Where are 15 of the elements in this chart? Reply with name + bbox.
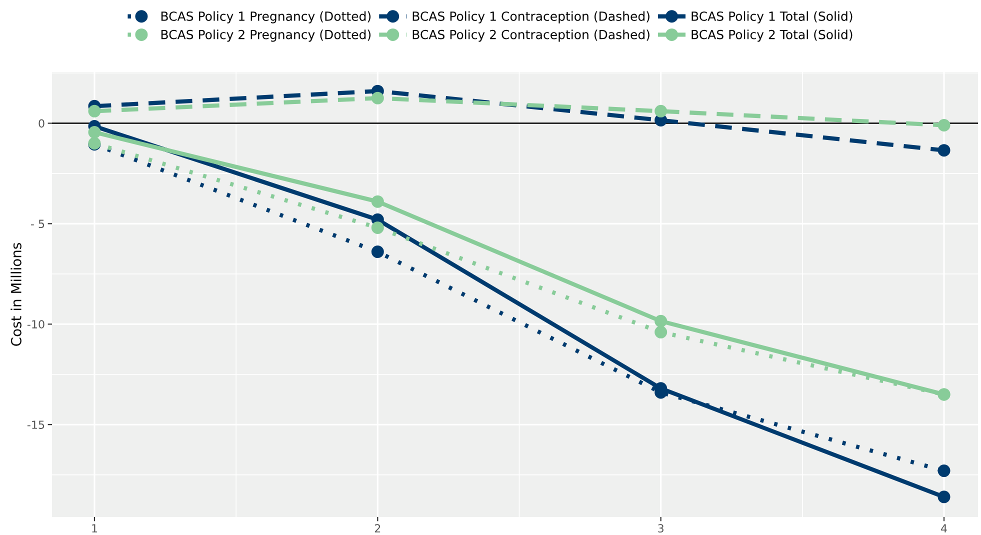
y-tick-label: 0 bbox=[38, 119, 44, 128]
legend-label: BCAS Policy 2 Contraception (Dashed) bbox=[412, 30, 650, 42]
x-tick-label: 4 bbox=[941, 524, 947, 532]
legend-label: BCAS Policy 2 Pregnancy (Dotted) bbox=[161, 30, 371, 42]
x-tick-label: 3 bbox=[658, 524, 664, 533]
legend-label: BCAS Policy 2 Total (Solid) bbox=[692, 30, 852, 42]
y-tick-label: - 5 bbox=[30, 220, 44, 228]
legend-label: BCAS Policy 1 Total (Solid) bbox=[692, 11, 852, 24]
x-tick-label: 1 bbox=[92, 524, 97, 532]
legend-label: BCAS Policy 1 Pregnancy (Dotted) bbox=[161, 11, 371, 24]
y-tick-label: -15 bbox=[27, 420, 44, 429]
y-axis-title: Cost in Millions bbox=[10, 243, 22, 346]
x-tick-label: 2 bbox=[374, 524, 380, 532]
y-tick-label: -10 bbox=[27, 320, 44, 329]
legend-label: BCAS Policy 1 Contraception (Dashed) bbox=[412, 11, 650, 24]
